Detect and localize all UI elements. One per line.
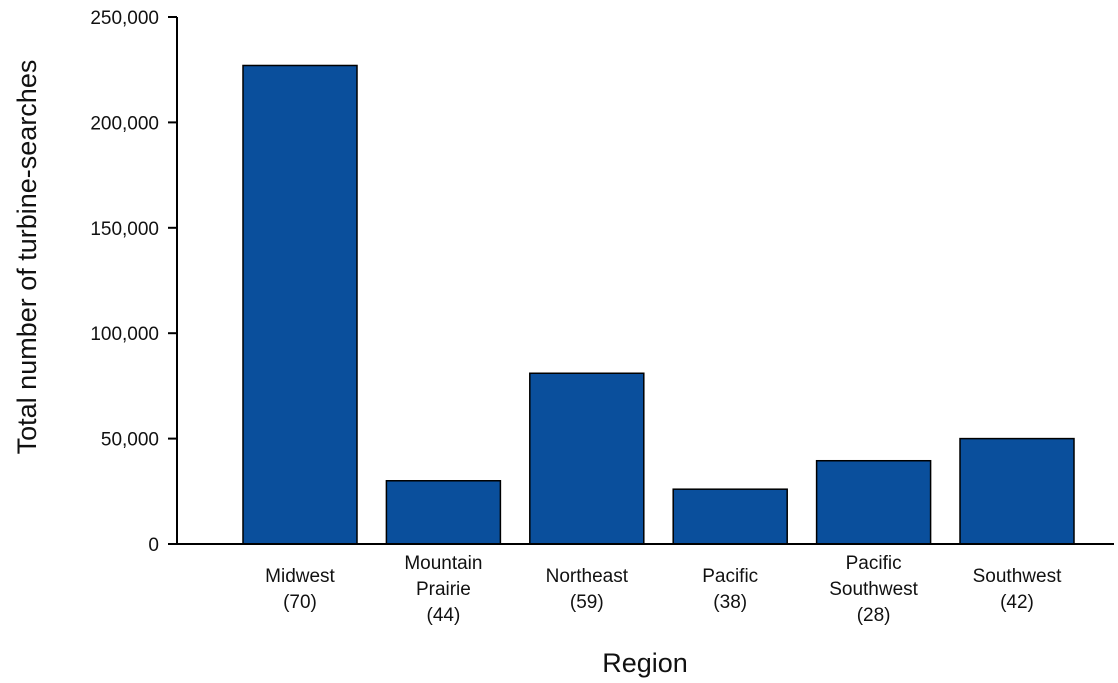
x-category-labels: Midwest (70) Mountain Prairie (44) Northeast(…	[265, 553, 1062, 626]
x-category-label: Mountain Prairie (44)	[404, 553, 482, 626]
y-tick-label: 150,000	[90, 219, 159, 240]
y-tick-label: 100,000	[90, 324, 159, 345]
x-axis-title: Region	[602, 648, 688, 678]
y-tick-label: 0	[148, 535, 159, 556]
y-tick-label: 50,000	[101, 430, 159, 451]
x-category-label: Pacific (38)	[702, 566, 758, 613]
y-tick-label: 200,000	[90, 113, 159, 134]
bar	[242, 64, 358, 545]
x-category-label: Northeast (59)	[546, 566, 629, 613]
bar	[815, 459, 932, 545]
bar	[529, 372, 645, 545]
bar	[672, 488, 788, 545]
x-category-label: Midwest (70)	[265, 566, 335, 613]
y-tick-label: 250,000	[90, 8, 159, 29]
x-category-label: Pacific Southwest (28)	[829, 553, 918, 626]
axes-group	[168, 17, 1114, 545]
bars-group	[242, 64, 1075, 545]
y-ticks-group: 0 50,000 100,000 150,000 200,000 250,000	[90, 8, 177, 556]
bar	[959, 437, 1075, 545]
bar	[385, 480, 502, 545]
x-category-label: Southwest (42)	[973, 566, 1062, 613]
y-axis-title: Total number of turbine-searches	[12, 60, 42, 455]
